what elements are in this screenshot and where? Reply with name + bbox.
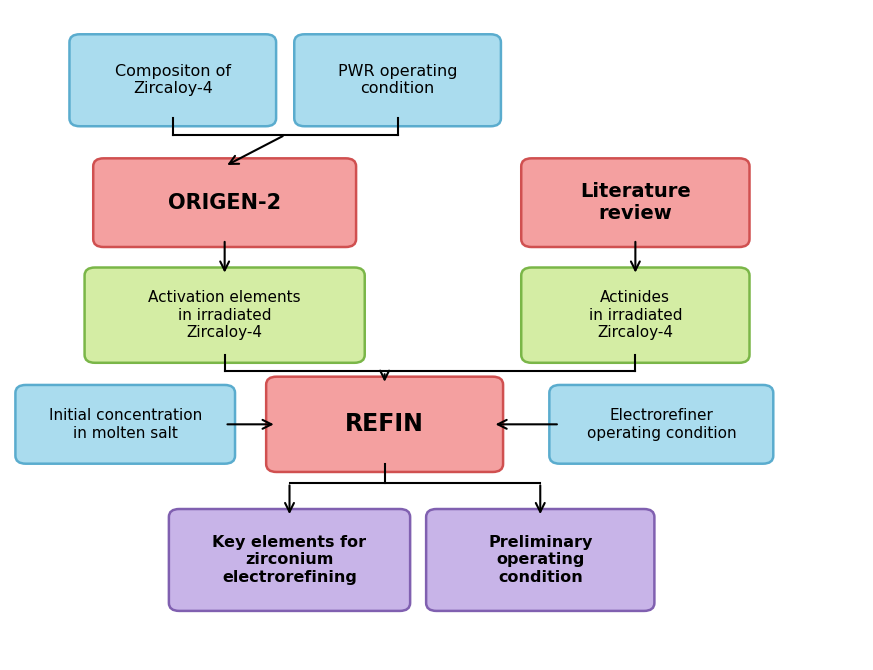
FancyBboxPatch shape — [549, 385, 773, 464]
FancyBboxPatch shape — [521, 158, 750, 247]
Text: Key elements for
zirconium
electrorefining: Key elements for zirconium electrorefini… — [212, 535, 367, 585]
Text: PWR operating
condition: PWR operating condition — [338, 64, 457, 96]
FancyBboxPatch shape — [294, 34, 501, 126]
Text: Activation elements
in irradiated
Zircaloy-4: Activation elements in irradiated Zircal… — [148, 290, 301, 340]
FancyBboxPatch shape — [266, 377, 503, 472]
Text: Electrorefiner
operating condition: Electrorefiner operating condition — [587, 408, 736, 441]
FancyBboxPatch shape — [93, 158, 356, 247]
Text: Initial concentration
in molten salt: Initial concentration in molten salt — [49, 408, 202, 441]
FancyBboxPatch shape — [521, 267, 750, 362]
Text: Preliminary
operating
condition: Preliminary operating condition — [488, 535, 593, 585]
Text: Literature
review: Literature review — [580, 182, 691, 223]
FancyBboxPatch shape — [426, 509, 655, 611]
Text: Actinides
in irradiated
Zircaloy-4: Actinides in irradiated Zircaloy-4 — [588, 290, 682, 340]
FancyBboxPatch shape — [85, 267, 365, 362]
FancyBboxPatch shape — [168, 509, 410, 611]
FancyBboxPatch shape — [70, 34, 276, 126]
Text: Compositon of
Zircaloy-4: Compositon of Zircaloy-4 — [114, 64, 230, 96]
FancyBboxPatch shape — [16, 385, 235, 464]
Text: ORIGEN-2: ORIGEN-2 — [168, 193, 281, 212]
Text: REFIN: REFIN — [345, 412, 424, 436]
